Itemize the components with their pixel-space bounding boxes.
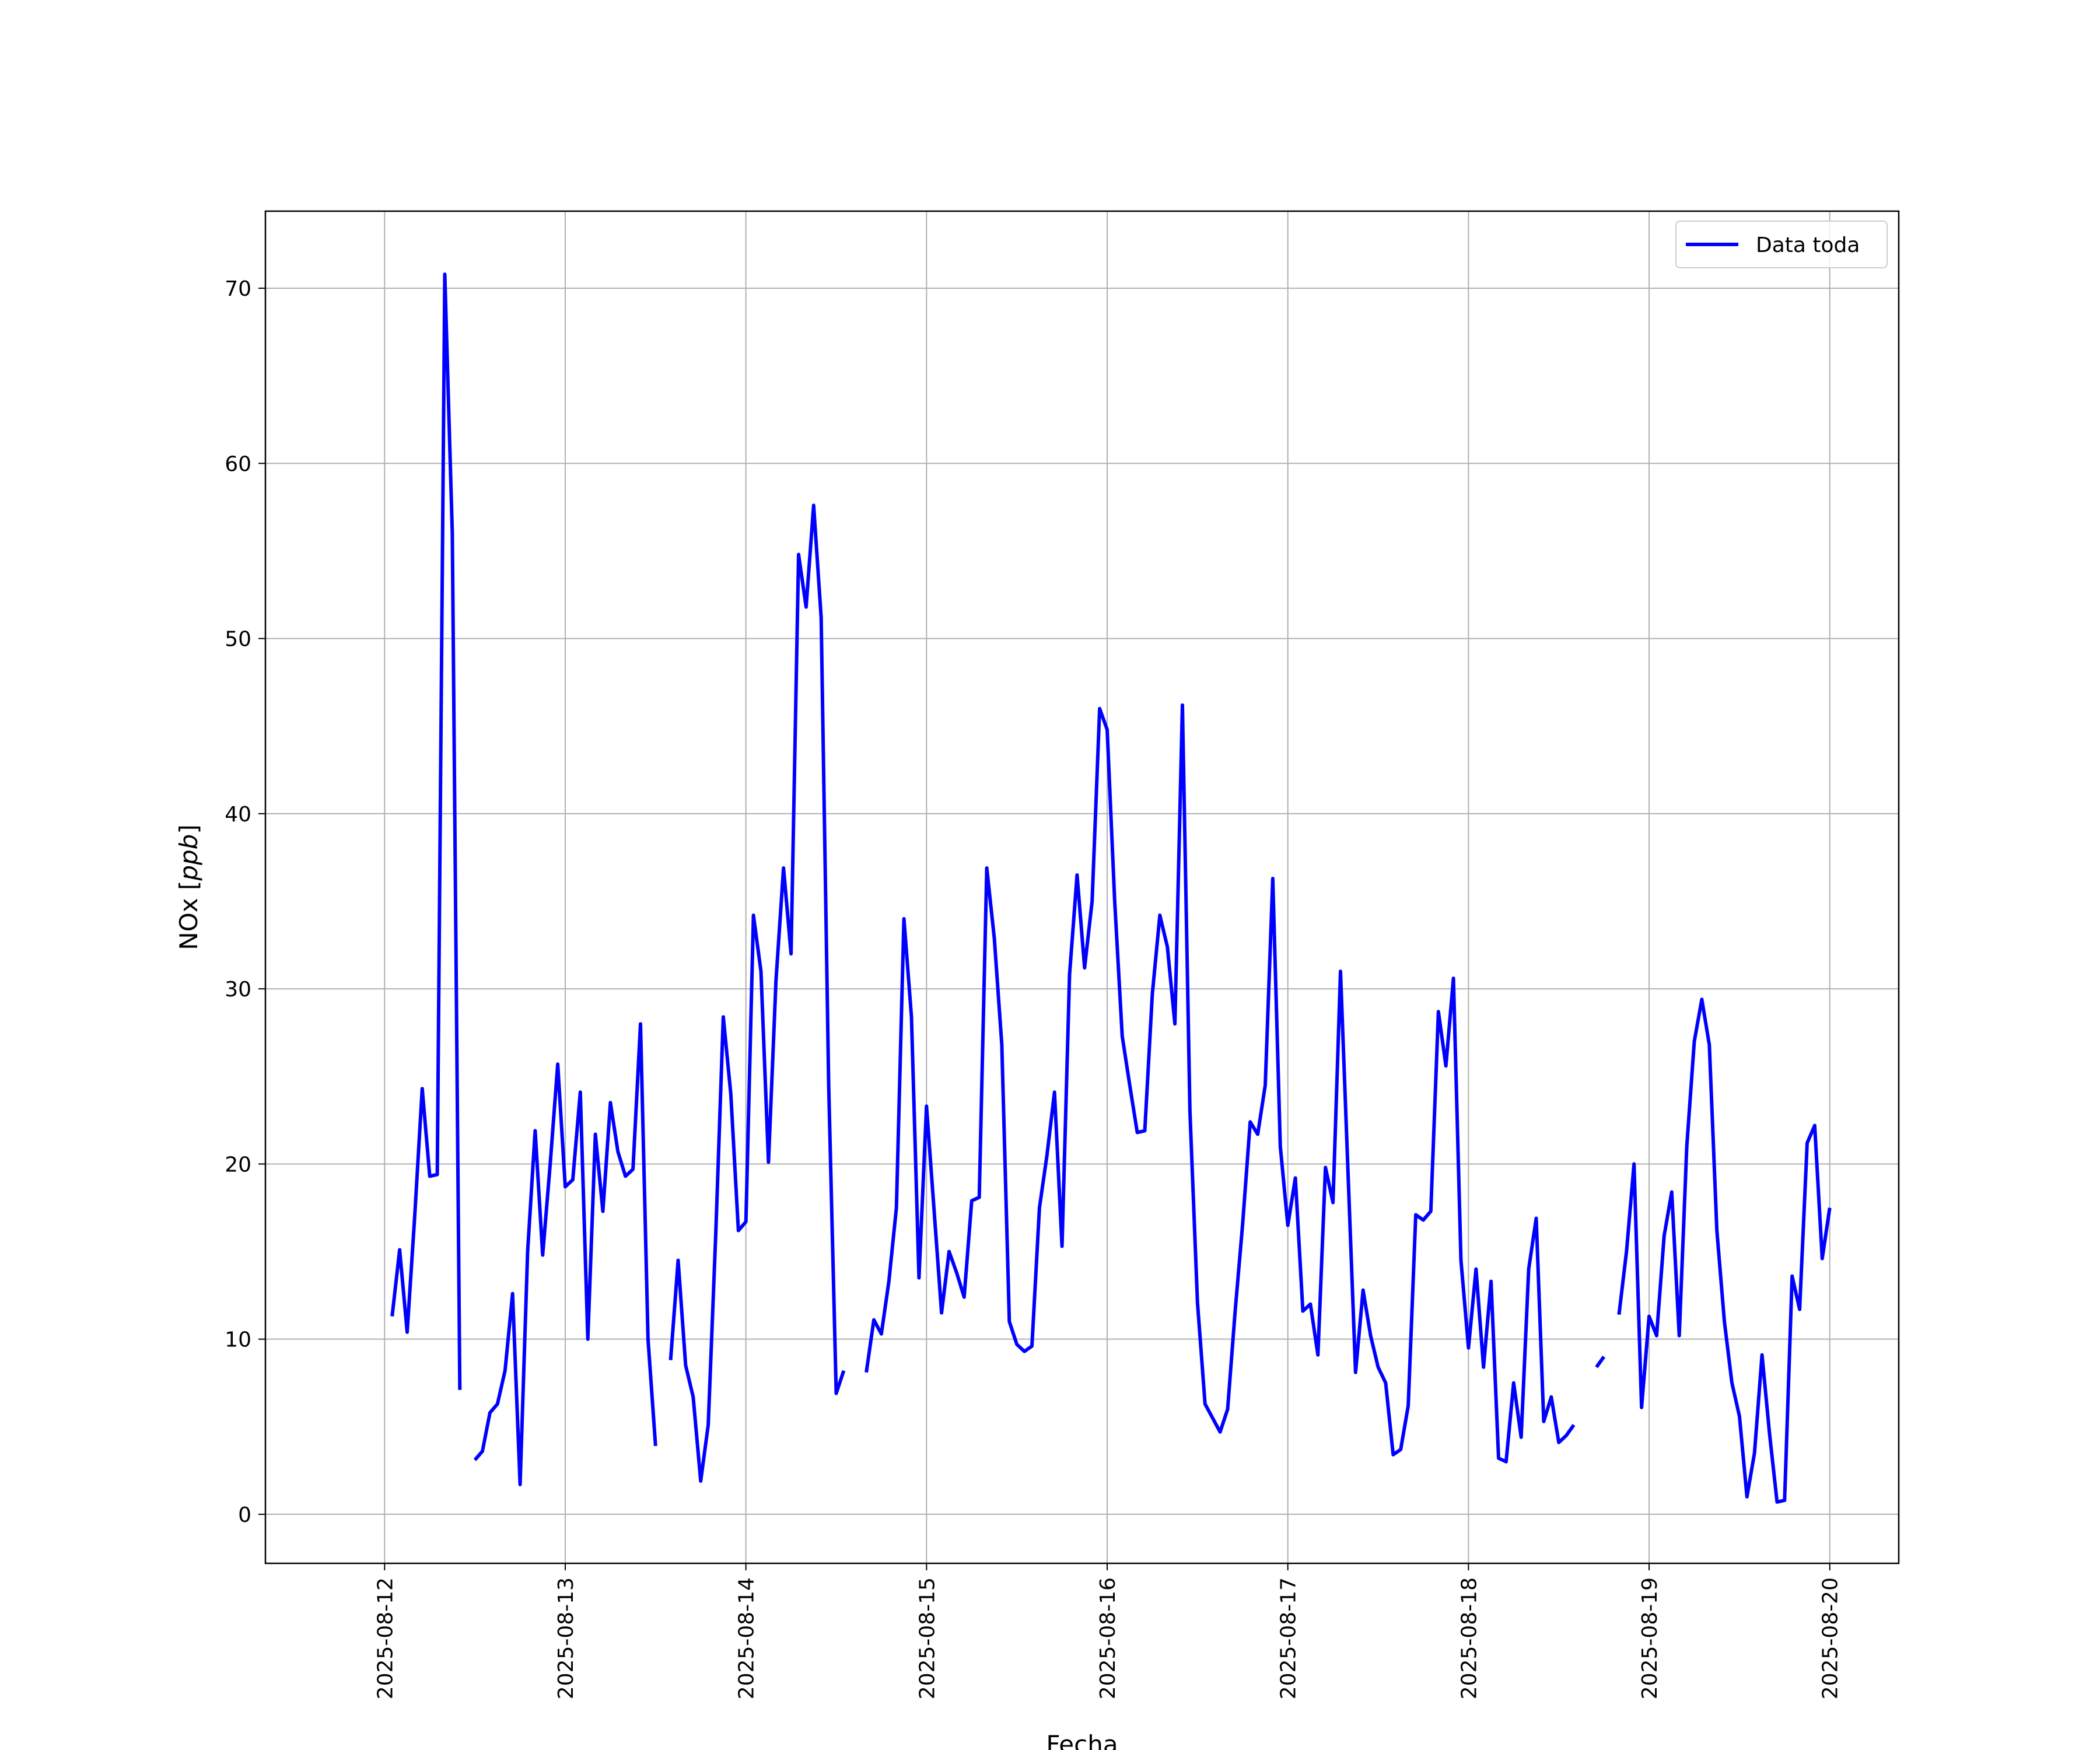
legend-box [1675,220,1888,268]
series-line-segment [864,703,1576,1464]
x-axis-ticks: 2025-08-12 2025-08-13 2025-08-14 2025-08-15… [373,1563,1843,1699]
x-tick-label: 2025-08-12 [373,1577,397,1699]
legend-label: Data toda [1756,233,1860,257]
series-line-segment [1617,998,1832,1504]
x-tick-label: 2025-08-15 [915,1577,939,1699]
y-tick-label: 20 [225,1153,251,1177]
y-tick-label: 30 [225,978,251,1002]
y-axis-label-close: ] [174,824,203,834]
y-tick-label: 50 [225,628,251,652]
series-line-segment [473,1022,657,1486]
y-tick-label: 40 [225,803,251,827]
y-axis-label-text: NOx [ [174,881,203,950]
x-tick-label: 2025-08-16 [1096,1577,1120,1699]
y-axis-label: NOx [ppb] [174,824,203,950]
x-tick-label: 2025-08-18 [1457,1577,1481,1699]
plot-frame [264,210,1900,1564]
x-tick-label: 2025-08-13 [554,1577,578,1699]
series-layer [390,272,1832,1504]
y-tick-label: 10 [225,1328,251,1352]
y-axis-ticks: 0 10 20 30 40 50 60 70 [225,277,265,1527]
y-tick-label: 60 [225,452,251,476]
series-line-segment [1595,1355,1606,1368]
x-tick-label: 2025-08-20 [1819,1577,1843,1699]
grid-lines [265,211,1899,1563]
x-axis-label: Fecha [1046,1730,1118,1750]
y-axis-label-unit: ppb [174,834,203,881]
y-tick-label: 70 [225,277,251,301]
x-tick-label: 2025-08-19 [1638,1577,1662,1699]
series-line-segment [668,503,846,1483]
legend: Data toda [1675,220,1888,268]
series-line-segment [390,272,462,1390]
y-tick-label: 0 [238,1503,251,1527]
x-tick-label: 2025-08-14 [735,1577,759,1699]
x-tick-label: 2025-08-17 [1277,1577,1301,1699]
